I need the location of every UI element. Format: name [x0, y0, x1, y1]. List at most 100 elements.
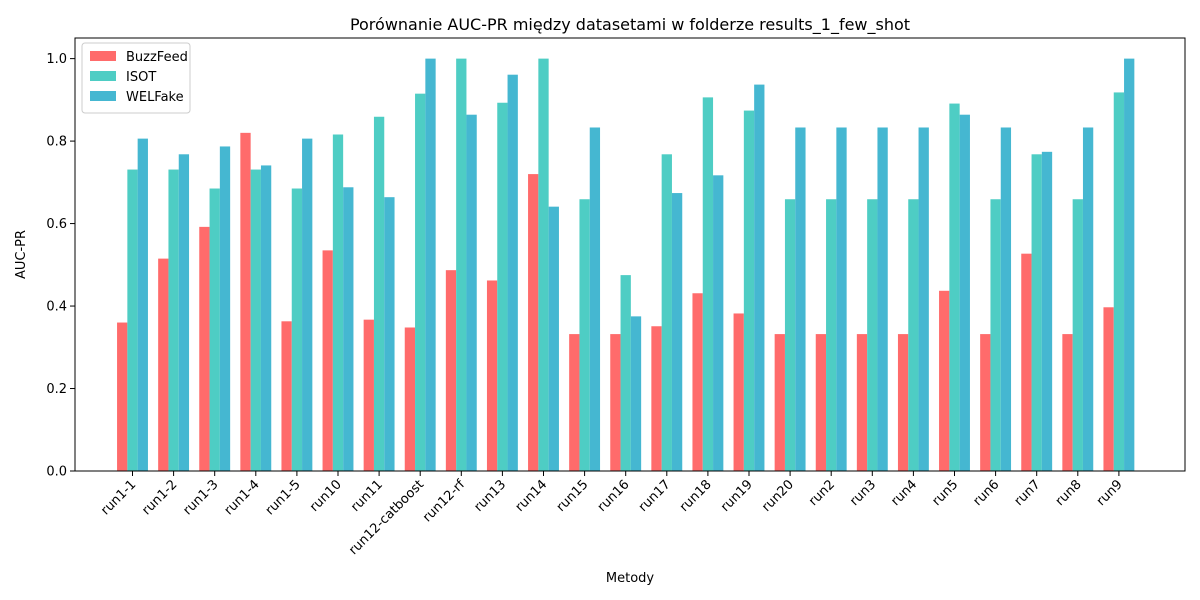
bar-welfake-run7 [1041, 151, 1053, 471]
bar-isot-run1-2 [168, 169, 179, 472]
bar-isot-run10 [332, 134, 344, 471]
bar-isot-run14 [538, 58, 549, 472]
bar-welfake-run2 [836, 127, 847, 472]
x-axis: run1-1 run1-2 run1-3 run1-4 run1-5 run10 run11… [98, 471, 1126, 558]
legend-label-welfake: WELFake [126, 90, 184, 105]
bar-welfake-run16 [630, 316, 642, 471]
bar-buzzfeed-run11 [363, 319, 374, 471]
bar-welfake-run1-4 [260, 165, 272, 471]
bar-isot-run1-4 [250, 169, 261, 472]
bar-welfake-run4 [918, 127, 929, 472]
bar-buzzfeed-run8 [1062, 334, 1073, 471]
bar-buzzfeed-run10 [322, 250, 333, 471]
x-tick-label: run18 [677, 477, 715, 515]
bar-welfake-run10 [343, 187, 354, 471]
bar-isot-run12-catboost [415, 93, 426, 472]
bar-isot-run13 [497, 102, 508, 472]
bar-buzzfeed-run20 [774, 334, 785, 471]
x-axis-label: Metody [606, 571, 655, 586]
bar-isot-run2 [826, 199, 837, 472]
bar-isot-run12-rf [456, 58, 467, 472]
bar-buzzfeed-run5 [939, 290, 950, 471]
bar-isot-run19 [743, 110, 755, 471]
x-tick-label: run19 [718, 477, 756, 515]
x-tick-label: run16 [595, 477, 633, 515]
bar-welfake-run1-2 [178, 154, 190, 472]
bar-welfake-run5 [959, 114, 970, 471]
bar-isot-run5 [949, 103, 960, 471]
bar-isot-run18 [702, 97, 714, 471]
y-tick-label: 0.2 [46, 382, 67, 397]
legend-swatch-buzzfeed [90, 51, 116, 61]
bar-isot-run20 [784, 199, 796, 472]
x-tick-label: run1-4 [222, 477, 263, 518]
bar-isot-run6 [990, 199, 1001, 472]
bar-buzzfeed-run18 [692, 293, 703, 471]
x-tick-label: run20 [759, 477, 797, 515]
y-tick-label: 0.0 [46, 465, 67, 480]
bar-buzzfeed-run15 [569, 334, 580, 471]
bar-welfake-run1-1 [137, 138, 148, 471]
bar-buzzfeed-run6 [980, 334, 991, 471]
y-axis: 0.0 0.2 0.4 0.6 0.8 1.0 [46, 52, 75, 480]
x-tick-label: run10 [307, 477, 345, 515]
bar-buzzfeed-run17 [651, 326, 662, 471]
bar-isot-run9 [1113, 92, 1125, 472]
bar-welfake-run19 [754, 84, 765, 471]
bar-buzzfeed-run16 [610, 334, 621, 471]
bar-isot-run16 [620, 275, 631, 471]
x-tick-label: run12-catboost [346, 477, 427, 558]
x-tick-label: run9 [1094, 477, 1126, 509]
bar-welfake-run13 [507, 74, 518, 471]
bar-buzzfeed-run4 [897, 334, 909, 471]
bar-buzzfeed-run12-rf [445, 270, 457, 471]
legend-swatch-welfake [90, 91, 116, 101]
bar-welfake-run12-rf [466, 114, 477, 471]
bar-buzzfeed-run2 [815, 334, 827, 471]
bar-isot-run1-5 [291, 188, 303, 471]
legend-label-isot: ISOT [126, 70, 156, 85]
x-tick-label: run13 [471, 477, 509, 515]
bar-isot-run1-1 [127, 169, 138, 472]
x-tick-label: run1-3 [180, 477, 221, 518]
y-tick-label: 0.6 [46, 217, 67, 232]
bar-welfake-run12-catboost [425, 58, 436, 472]
bar-buzzfeed-run1-5 [281, 321, 292, 471]
bar-buzzfeed-run1-2 [158, 258, 169, 471]
bar-isot-run8 [1072, 199, 1083, 472]
bar-welfake-run1-5 [302, 138, 313, 471]
x-tick-label: run17 [636, 477, 674, 515]
chart-title: Porównanie AUC-PR między datasetami w fo… [350, 15, 910, 35]
bar-buzzfeed-run7 [1021, 253, 1032, 471]
x-tick-label: run12-rf [420, 477, 468, 525]
bars-group [117, 58, 1135, 472]
bar-buzzfeed-run13 [486, 280, 498, 471]
bar-welfake-run8 [1082, 127, 1094, 472]
plot-frame [74, 37, 1186, 472]
x-tick-label: run3 [847, 477, 879, 509]
bar-buzzfeed-run1-4 [240, 132, 251, 471]
bar-welfake-run20 [795, 127, 806, 472]
x-tick-label: run2 [806, 477, 838, 509]
bar-buzzfeed-run3 [856, 334, 868, 471]
y-tick-label: 0.4 [46, 300, 67, 315]
bar-welfake-run11 [384, 197, 395, 471]
legend-swatch-isot [90, 71, 116, 81]
bar-buzzfeed-run19 [733, 313, 744, 471]
x-tick-label: run15 [554, 477, 592, 515]
bar-welfake-run6 [1000, 127, 1012, 472]
x-tick-label: run5 [929, 477, 961, 509]
bar-welfake-run14 [548, 206, 559, 471]
bar-welfake-run1-3 [219, 146, 231, 471]
bar-isot-run1-3 [209, 188, 220, 471]
x-tick-label: run8 [1053, 477, 1085, 509]
bar-buzzfeed-run14 [528, 174, 539, 471]
x-tick-label: run1-5 [263, 477, 304, 518]
bar-isot-run3 [867, 199, 878, 472]
bar-buzzfeed-run1-1 [117, 322, 128, 471]
x-tick-label: run1-1 [98, 477, 139, 518]
bar-buzzfeed-run9 [1103, 307, 1114, 471]
bar-welfake-run17 [671, 193, 683, 471]
y-axis-label: AUC-PR [14, 230, 29, 279]
